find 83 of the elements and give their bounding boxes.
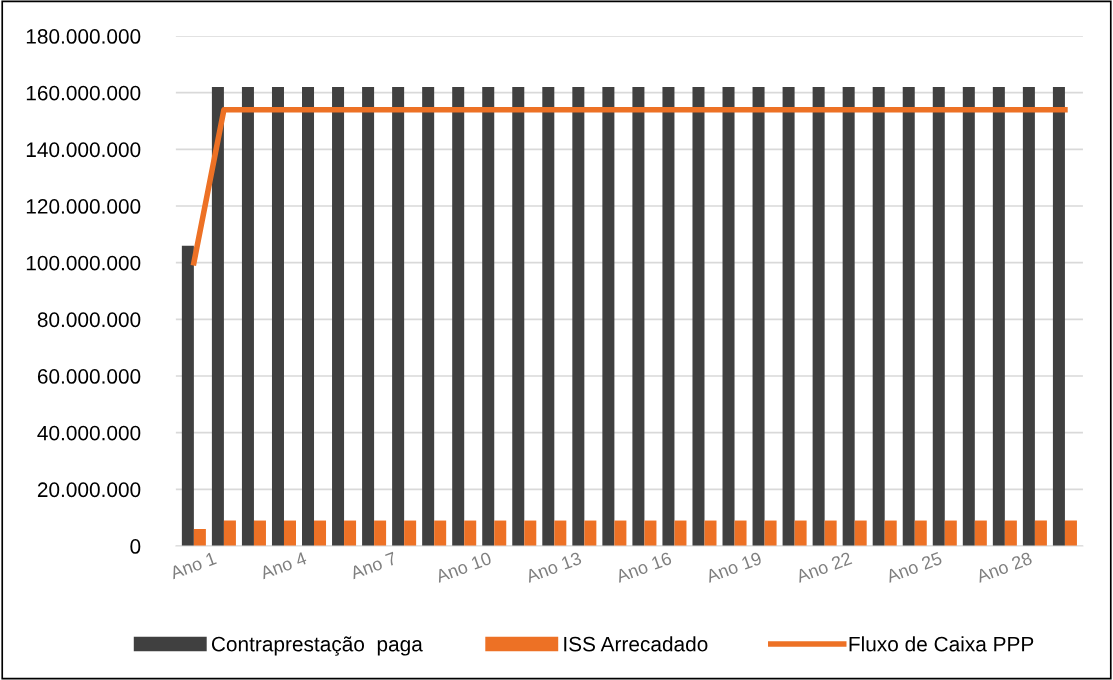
bar [434,520,447,547]
bar [602,87,615,547]
bar [674,520,687,547]
bar [794,520,807,547]
bar [344,520,357,547]
bar [211,87,224,547]
legend-label: ISS Arrecadado [564,636,708,652]
bar [884,520,897,547]
bar [422,87,435,547]
bar [253,520,266,547]
x-tick-label: Ano 28 [975,551,1033,583]
bar [271,87,284,547]
bar [632,87,645,547]
bar [584,520,597,547]
x-tick-label: Ano 4 [259,551,308,580]
bar [464,520,477,547]
bar [872,87,885,547]
bar [223,520,236,547]
y-tick-label: 80.000.000 [37,312,141,328]
bar [734,520,747,547]
bar [1064,520,1077,547]
x-tick-label: Ano 7 [349,551,398,580]
bar [404,520,417,547]
bar [362,87,375,547]
bar [962,87,975,547]
x-tick-label: Ano 13 [524,551,583,583]
bar [374,520,387,547]
bar [1034,520,1047,547]
bar [692,87,705,547]
bar [722,87,735,547]
bar [542,87,555,547]
y-tick-label: 120.000.000 [26,199,141,214]
x-tick-label: Ano 16 [614,551,673,583]
x-tick-label: Ano 1 [169,551,217,580]
bar [704,520,717,547]
bar [572,87,585,547]
bar [1022,87,1035,547]
y-tick-label: 40.000.000 [37,425,141,441]
y-tick-label: 0 [130,539,141,554]
y-tick-label: 60.000.000 [37,369,141,384]
bar [992,87,1005,547]
x-tick-label: Ano 25 [885,551,943,583]
bar [764,520,777,547]
bar [524,520,537,547]
bar [854,520,867,547]
bar [314,520,327,547]
x-tick-label: Ano 10 [434,551,493,583]
bar [824,520,837,547]
bar [914,520,927,547]
bar [842,87,855,547]
x-tick-label: Ano 22 [795,551,853,583]
bar [944,520,957,547]
bar [1004,520,1017,547]
bar [782,87,795,547]
bar [241,87,254,547]
bar [181,245,194,547]
bar [1052,87,1065,547]
bar [512,87,525,547]
y-tick-label: 100.000.000 [26,255,141,271]
bar [554,520,567,547]
bar [902,87,915,547]
bar [974,520,987,547]
bar [812,87,825,547]
legend-label: Contraprestação paga [211,636,423,656]
bar [392,87,405,547]
bar [302,87,315,547]
y-tick-label: 180.000.000 [26,29,141,44]
bar [482,87,495,547]
x-tick-label: Ano 19 [704,551,763,583]
bar [193,529,206,547]
bar [283,520,296,547]
bar [662,87,675,547]
bar [452,87,465,547]
bar [932,87,945,547]
bar [614,520,627,547]
bar [494,520,507,547]
legend-label: Fluxo de Caixa PPP [849,636,1034,652]
y-tick-label: 140.000.000 [26,142,141,158]
bar [332,87,345,547]
y-tick-label: 160.000.000 [26,85,141,101]
y-tick-label: 20.000.000 [37,482,141,498]
bar [644,520,657,547]
bar [752,87,765,547]
